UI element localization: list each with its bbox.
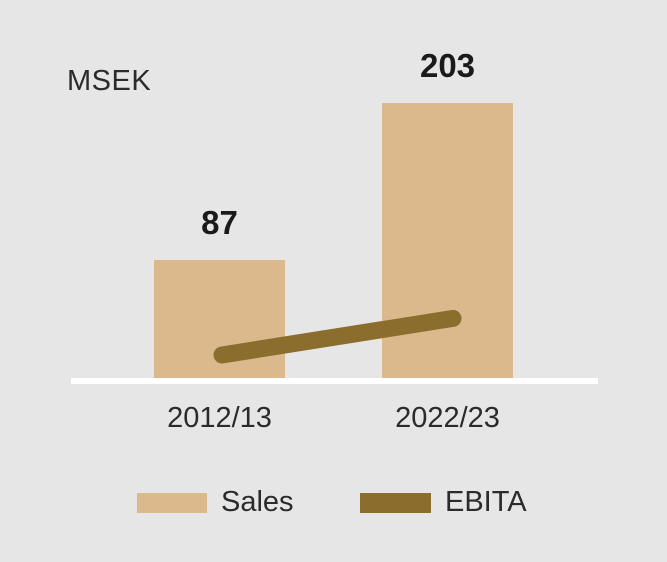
sales-bar-2012-13 — [154, 260, 285, 378]
sales-value-label-2012-13: 87 — [201, 204, 238, 241]
sales-value-label-2022-23: 203 — [419, 47, 476, 84]
legend-swatch-sales — [137, 493, 207, 513]
legend-swatch-ebita — [360, 493, 431, 513]
x-axis-tick-label-2012-13: 2012/13 — [167, 402, 272, 434]
sales-bar-2022-23 — [382, 103, 513, 378]
x-axis-line — [71, 378, 598, 384]
unit-label: MSEK — [67, 65, 152, 97]
x-axis-tick-label-2022-23: 2022/23 — [395, 402, 500, 434]
legend-label-sales: Sales — [221, 486, 294, 518]
legend-label-ebita: EBITA — [445, 486, 527, 518]
